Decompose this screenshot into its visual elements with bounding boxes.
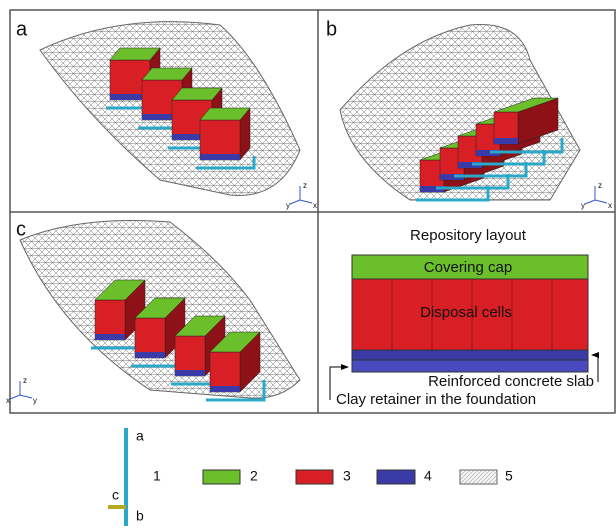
legend-item: 4: [424, 468, 432, 484]
axis-label: z: [303, 181, 307, 190]
legend-item: 1: [153, 468, 161, 484]
panel-label: c: [16, 218, 26, 240]
panel-label: a: [16, 18, 28, 40]
layout-title: Repository layout: [410, 227, 527, 244]
swatch: [203, 470, 240, 484]
clay-layer: [352, 360, 588, 372]
axis-label: x: [313, 201, 317, 210]
clay-label: Clay retainer in the foundation: [336, 391, 536, 408]
swatch: [460, 470, 497, 484]
panel-label: b: [326, 18, 337, 40]
cell-base: [200, 154, 240, 160]
axis-triad: [10, 381, 32, 399]
cells-label: Disposal cells: [420, 304, 512, 321]
swatch: [377, 470, 415, 484]
cell-base: [95, 334, 125, 340]
legend-item: 2: [250, 468, 258, 484]
slab-label: Reinforced concrete slab: [428, 373, 594, 390]
pipe-label: c: [112, 487, 119, 503]
axis-label: y: [286, 201, 290, 210]
figure: a b c z y x z y x z x y Repository layout Coveri…: [0, 0, 616, 531]
cap-label: Covering cap: [424, 259, 512, 276]
axis-triad: [585, 186, 607, 204]
slab-layer: [352, 350, 588, 360]
axis-triad: [290, 186, 312, 204]
axis-label: z: [23, 376, 27, 385]
cell-base: [135, 352, 165, 358]
axis-label: y: [581, 201, 585, 210]
pipe-label: b: [136, 508, 144, 524]
cell-base: [494, 138, 518, 144]
pipe-label: a: [136, 428, 144, 444]
legend-item: 5: [505, 468, 513, 484]
cell-base: [210, 386, 240, 392]
axis-label: z: [598, 181, 602, 190]
axis-label: x: [608, 201, 612, 210]
cell-base: [175, 370, 205, 376]
legend-item: 3: [343, 468, 351, 484]
swatch: [296, 470, 333, 484]
axis-label: x: [6, 396, 10, 405]
axis-label: y: [33, 396, 37, 405]
